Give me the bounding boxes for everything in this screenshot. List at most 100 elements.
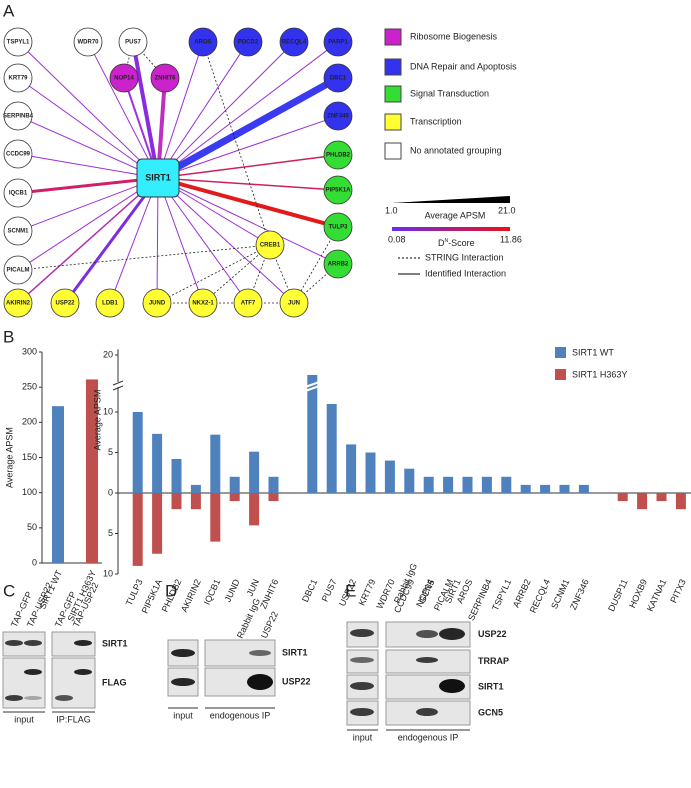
band [439,679,465,693]
bar [481,476,492,493]
band [5,640,23,646]
bar [268,493,279,502]
blot [51,657,96,709]
x-tick-label: ZNHIT6 [258,578,280,611]
node-label: PIP5K1A [325,188,351,194]
bar [190,493,201,510]
bar [365,452,376,493]
node-label: DBC1 [330,76,347,82]
band [249,650,271,656]
dscore-bar [392,227,510,231]
panel-letter: C [3,581,15,600]
node [323,175,353,205]
bar [229,476,240,493]
x-tick-label: TSPYL1 [490,578,513,613]
apsm-max: 21.0 [498,205,516,215]
y-title: Average APSM [4,427,14,488]
row-label: USP22 [478,629,507,639]
group-label: endogenous IP [210,710,271,720]
node-label: SCNM1 [7,229,29,235]
bar [443,476,454,493]
dscore-max: 11.86 [500,234,522,244]
edge [157,177,325,190]
edge [156,81,328,182]
band [55,695,73,701]
bar [210,434,221,493]
string-edge [202,244,271,304]
edge [157,50,328,179]
node [50,288,80,318]
bar [132,493,143,566]
legend-swatch [384,58,402,76]
edge [157,176,326,226]
string-edge [293,226,339,304]
band [74,669,92,675]
center-node [136,158,180,198]
y-tick-label: 150 [22,452,37,462]
node [323,101,353,131]
node [279,27,309,57]
y-tick-label: 10 [103,568,113,578]
panel-letter: D [165,581,177,600]
edge [133,55,160,179]
node-label: ZNF346 [327,114,349,120]
node [323,63,353,93]
bar [52,406,64,563]
band [24,669,42,675]
bar [520,484,531,493]
row-label: SIRT1 [478,681,504,691]
x-tick-label: ZNF346 [568,578,591,612]
legend-swatch [555,369,566,380]
node [118,27,148,57]
y-tick-label: 5 [108,528,113,538]
edge [157,156,325,179]
band [24,696,42,700]
x-tick-label: PUS7 [320,578,339,604]
legend-label: SIRT1 WT [572,347,614,357]
node-label: JUND [149,301,166,307]
node-label: AKIRIN2 [6,301,31,307]
node [323,140,353,170]
y-tick-label: 5 [108,447,113,457]
apsm-min: 1.0 [385,205,398,215]
node-label: TULP3 [328,225,348,231]
bar [384,460,395,493]
edge [27,177,159,295]
y-tick-label: 200 [22,417,37,427]
node [3,139,33,169]
axis-break-mark [112,380,124,391]
band [350,657,374,663]
dscore-min: 0.08 [388,234,406,244]
edge [157,53,241,179]
bar [540,484,551,493]
edge [157,55,200,179]
row-label: SIRT1 [102,638,128,648]
band [350,682,374,690]
node-label: ARRB2 [328,262,349,268]
node [3,216,33,246]
x-tick-label: PITX3 [668,578,688,605]
node [323,27,353,57]
legend-label: SIRT1 H363Y [572,369,627,379]
band [24,640,42,646]
edge [157,177,285,294]
node [233,27,263,57]
x-tick-label: TULP3 [124,578,145,608]
band [350,629,374,637]
bar [578,484,589,493]
band [74,640,92,646]
node [142,288,172,318]
bar-break [304,381,320,392]
node-label: NKX2-1 [192,301,214,307]
band [350,708,374,716]
bar [249,451,260,493]
edge [27,51,159,179]
edge [157,177,326,259]
edge [157,120,325,179]
band [416,630,438,638]
bar [307,374,318,493]
bar [559,484,570,493]
panel-letter: B [3,327,14,346]
node-label: PICALM [7,268,30,274]
